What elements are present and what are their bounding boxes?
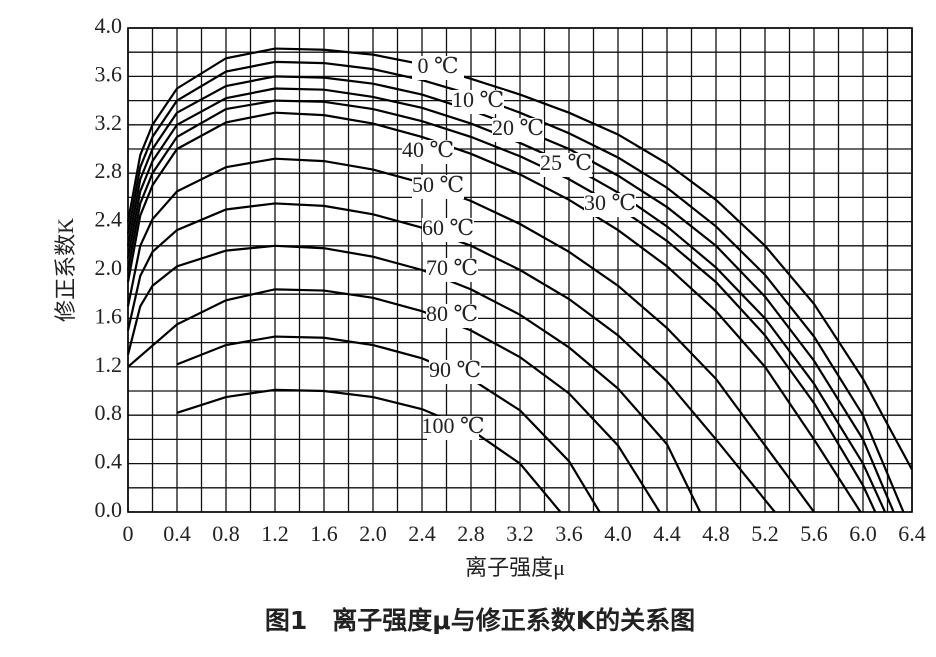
curve bbox=[126, 202, 776, 513]
y-tick-label: 1.6 bbox=[95, 303, 123, 328]
curve bbox=[127, 288, 661, 513]
x-tick-label: 0.4 bbox=[163, 521, 191, 546]
label-background bbox=[412, 56, 464, 80]
y-tick-label: 2.0 bbox=[95, 255, 123, 280]
curve bbox=[126, 99, 877, 513]
chart-title: 图1 离子强度μ与修正系数K的关系图 bbox=[265, 606, 695, 635]
series-label: 30 ℃ bbox=[584, 190, 636, 215]
series-label: 0 ℃ bbox=[417, 53, 458, 78]
y-tick-label: 3.6 bbox=[95, 61, 123, 86]
x-tick-label: 2.0 bbox=[359, 521, 387, 546]
y-tick-label: 2.8 bbox=[95, 158, 123, 183]
series-label: 40 ℃ bbox=[402, 137, 454, 162]
series-label: 70 ℃ bbox=[426, 255, 478, 280]
label-background bbox=[426, 258, 478, 282]
label-background bbox=[492, 118, 544, 142]
label-background bbox=[412, 175, 464, 199]
y-tick-label: 0.0 bbox=[95, 497, 123, 522]
y-tick-label: 3.2 bbox=[95, 110, 123, 135]
series-label: 50 ℃ bbox=[412, 172, 464, 197]
label-background bbox=[427, 416, 479, 440]
x-tick-label: 1.2 bbox=[261, 521, 289, 546]
series-label: 10 ℃ bbox=[452, 87, 504, 112]
y-axis-label: 修正系数K bbox=[53, 218, 78, 322]
label-background bbox=[402, 140, 454, 164]
x-axis-label: 离子强度μ bbox=[465, 555, 565, 580]
x-tick-label: 3.6 bbox=[555, 521, 583, 546]
series-label: 100 ℃ bbox=[421, 413, 484, 438]
label-background bbox=[584, 193, 636, 217]
label-background bbox=[452, 90, 504, 114]
x-tick-label: 4.4 bbox=[653, 521, 681, 546]
x-tick-label: 5.6 bbox=[800, 521, 828, 546]
y-tick-label: 2.4 bbox=[95, 207, 123, 232]
label-background bbox=[540, 153, 592, 177]
series-label: 60 ℃ bbox=[422, 215, 474, 240]
series-label: 80 ℃ bbox=[426, 301, 478, 326]
y-tick-label: 4.0 bbox=[95, 13, 123, 38]
x-tick-label: 4.0 bbox=[604, 521, 632, 546]
x-tick-label: 0.8 bbox=[212, 521, 240, 546]
x-tick-label: 5.2 bbox=[751, 521, 779, 546]
x-tick-label: 4.8 bbox=[702, 521, 730, 546]
x-tick-label: 6.0 bbox=[849, 521, 877, 546]
plot-frame bbox=[127, 27, 913, 513]
x-tick-label: 2.4 bbox=[408, 521, 436, 546]
series-label: 25 ℃ bbox=[540, 150, 592, 175]
x-tick-label: 0 bbox=[123, 521, 134, 546]
x-tick-label: 6.4 bbox=[898, 521, 926, 546]
series-label: 90 ℃ bbox=[429, 357, 481, 382]
y-tick-label: 0.4 bbox=[95, 449, 123, 474]
label-background bbox=[429, 360, 481, 384]
label-background bbox=[426, 304, 478, 328]
label-background bbox=[422, 218, 474, 242]
x-tick-label: 2.8 bbox=[457, 521, 485, 546]
curve bbox=[176, 335, 601, 513]
curve bbox=[176, 388, 562, 513]
curve bbox=[126, 244, 702, 513]
y-tick-label: 0.8 bbox=[95, 400, 123, 425]
curve bbox=[126, 87, 887, 513]
x-tick-label: 1.6 bbox=[310, 521, 338, 546]
curve bbox=[126, 47, 913, 471]
x-tick-label: 3.2 bbox=[506, 521, 534, 546]
y-tick-label: 1.2 bbox=[95, 352, 123, 377]
series-label: 20 ℃ bbox=[492, 115, 544, 140]
